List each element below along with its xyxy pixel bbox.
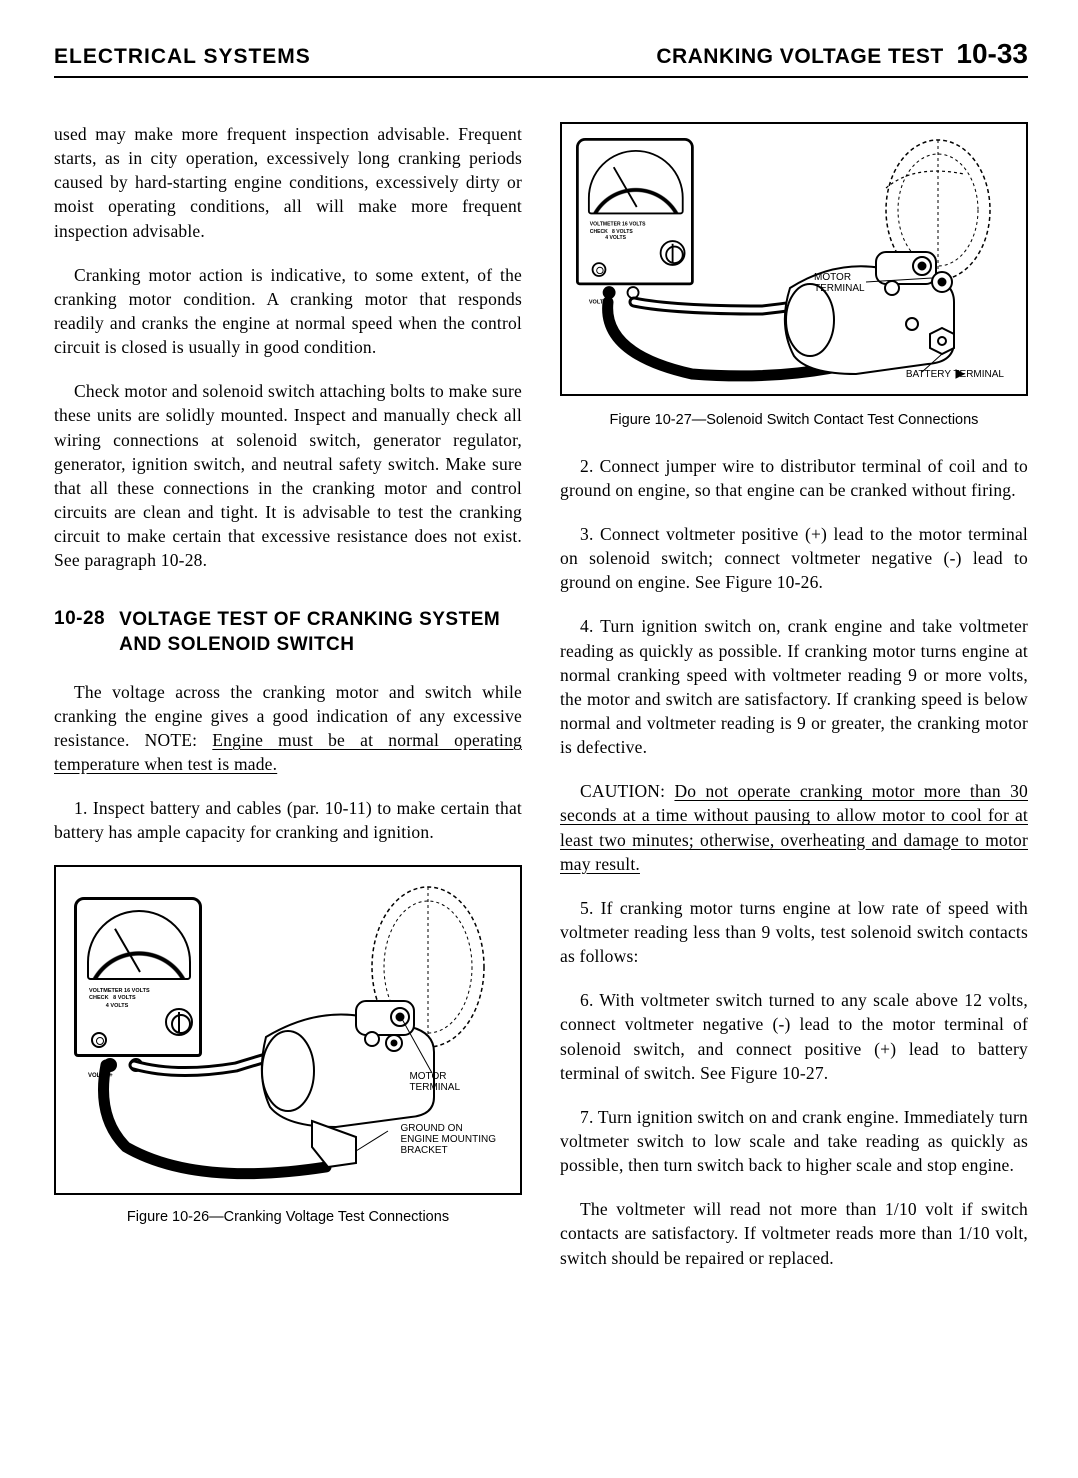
wiring-diagram-icon	[562, 124, 1026, 394]
para-4: The voltage across the cranking motor an…	[54, 680, 522, 777]
para-r4a: CAUTION:	[580, 781, 674, 801]
page-header: ELECTRICAL SYSTEMS CRANKING VOLTAGE TEST…	[54, 38, 1028, 78]
para-r3: 4. Turn ignition switch on, crank engine…	[560, 614, 1028, 759]
para-r1: 2. Connect jumper wire to distributor te…	[560, 454, 1028, 502]
para-r2: 3. Connect voltmeter positive (+) lead t…	[560, 522, 1028, 594]
fig26-ground-label: GROUND ON ENGINE MOUNTING BRACKET	[400, 1123, 496, 1156]
right-column: VOLTMETER 16 VOLTS CHECK 8 VOLTS 4 VOLTS…	[560, 122, 1028, 1290]
section-heading: 10-28 VOLTAGE TEST OF CRANKING SYSTEM AN…	[54, 608, 522, 657]
page-number: 10-33	[956, 38, 1028, 69]
para-2: Cranking motor action is indicative, to …	[54, 263, 522, 360]
figure-10-27: VOLTMETER 16 VOLTS CHECK 8 VOLTS 4 VOLTS…	[560, 122, 1028, 396]
para-r7: 7. Turn ignition switch on and crank eng…	[560, 1105, 1028, 1177]
figure-10-27-caption: Figure 10-27—Solenoid Switch Contact Tes…	[560, 410, 1028, 432]
para-r6: 6. With voltmeter switch turned to any s…	[560, 988, 1028, 1085]
fig27-motor-terminal-label: MOTOR TERMINAL	[814, 272, 865, 294]
figure-10-26: VOLTMETER 16 VOLTS CHECK 8 VOLTS 4 VOLTS…	[54, 865, 522, 1195]
header-right: CRANKING VOLTAGE TEST 10-33	[656, 38, 1028, 70]
header-left: ELECTRICAL SYSTEMS	[54, 45, 311, 69]
para-3: Check motor and solenoid switch attachin…	[54, 379, 522, 572]
para-r8: The voltmeter will read not more than 1/…	[560, 1197, 1028, 1269]
fig26-motor-terminal-label: MOTOR TERMINAL	[409, 1071, 460, 1093]
header-right-text: CRANKING VOLTAGE TEST	[656, 45, 943, 68]
section-title: VOLTAGE TEST OF CRANKING SYSTEM AND SOLE…	[119, 608, 522, 657]
left-column: used may make more frequent inspection a…	[54, 122, 522, 1290]
section-number: 10-28	[54, 608, 105, 657]
figure-10-26-caption: Figure 10-26—Cranking Voltage Test Conne…	[54, 1209, 522, 1225]
para-r5: 5. If cranking motor turns engine at low…	[560, 896, 1028, 968]
fig27-battery-terminal-label: BATTERY TERMINAL	[906, 369, 1004, 380]
para-5: 1. Inspect battery and cables (par. 10-1…	[54, 796, 522, 844]
para-1: used may make more frequent inspection a…	[54, 122, 522, 243]
two-column-layout: used may make more frequent inspection a…	[54, 122, 1028, 1290]
para-r4: CAUTION: Do not operate cranking motor m…	[560, 779, 1028, 876]
